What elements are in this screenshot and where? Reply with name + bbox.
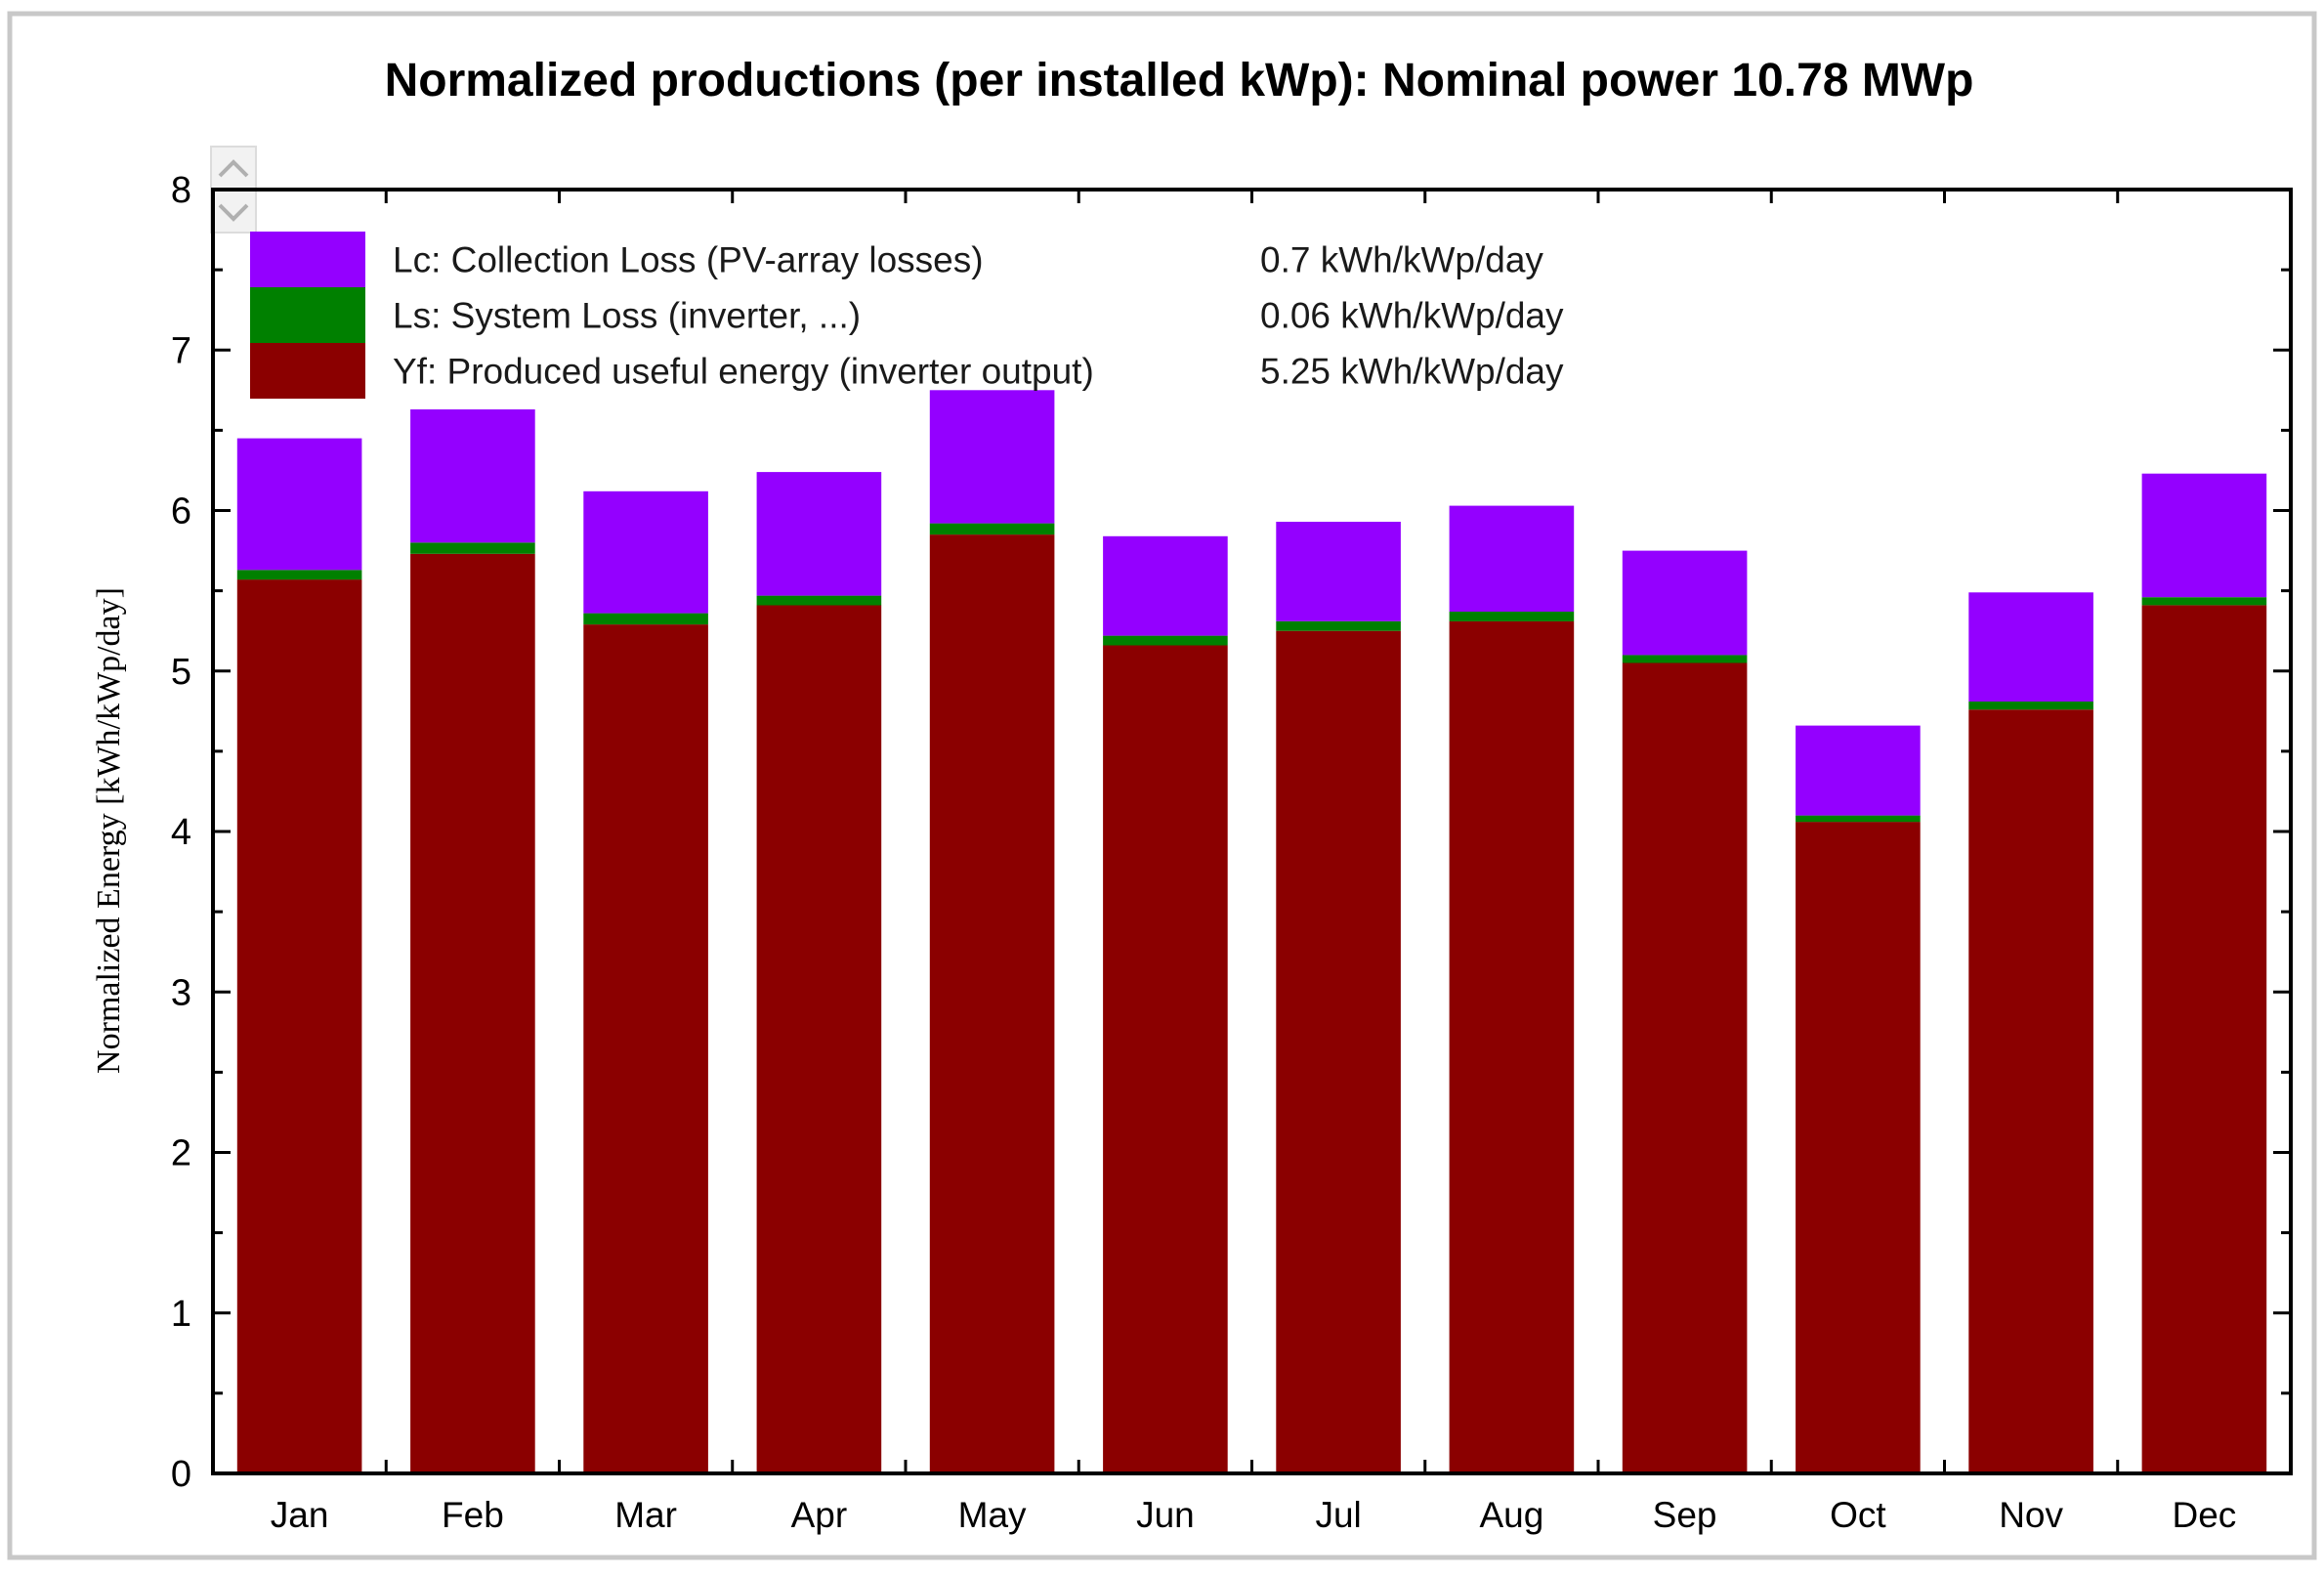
y-tick-label: 0 (171, 1454, 191, 1495)
bar-yf-jan (236, 579, 362, 1473)
bar-yf-may (929, 534, 1055, 1473)
bar-ls-oct (1796, 815, 1921, 823)
legend-value-lc: 0.7 kWh/kWp/day (1260, 240, 1543, 280)
x-tick-label: Nov (1999, 1495, 2063, 1535)
chart-title: Normalized productions (per installed kW… (385, 55, 1974, 107)
bar-ls-sep (1622, 655, 1748, 663)
x-tick-label: Sep (1653, 1495, 1717, 1535)
y-tick-label: 8 (171, 170, 191, 211)
bar-ls-may (929, 523, 1055, 535)
legend-swatch-ls (250, 287, 365, 343)
chevron-down-icon[interactable] (218, 203, 249, 222)
y-tick-label: 3 (171, 972, 191, 1013)
bar-yf-feb (410, 553, 535, 1473)
y-tick-label: 1 (171, 1294, 191, 1335)
bar-lc-jul (1276, 522, 1401, 621)
x-tick-label: Apr (791, 1495, 848, 1535)
bar-ls-apr (756, 595, 882, 606)
bar-yf-nov (1968, 709, 2093, 1473)
legend: Lc: Collection Loss (PV-array losses) 0.7… (250, 232, 1564, 399)
bar-lc-aug (1449, 505, 1575, 612)
x-tick-label: Mar (614, 1495, 677, 1535)
bar-lc-nov (1968, 592, 2093, 702)
bar-ls-jun (1103, 635, 1228, 646)
legend-swatch-yf (250, 343, 365, 399)
y-tick-label: 6 (171, 491, 191, 533)
y-axis-label: Normalized Energy [kWh/kWp/day] (91, 587, 127, 1074)
y-tick-label: 5 (171, 652, 191, 693)
bar-lc-may (929, 390, 1055, 524)
x-tick-label: Aug (1479, 1495, 1543, 1535)
bar-lc-sep (1622, 550, 1748, 656)
bar-yf-apr (756, 605, 882, 1473)
bar-ls-jan (236, 570, 362, 580)
x-tick-label: Jan (271, 1495, 329, 1535)
x-tick-label: May (958, 1495, 1027, 1535)
y-tick-label: 7 (171, 330, 191, 371)
bar-lc-jun (1103, 535, 1228, 636)
bar-ls-feb (410, 542, 535, 554)
bar-ls-nov (1968, 702, 2093, 710)
x-tick-label: Feb (442, 1495, 504, 1535)
y-tick-label: 4 (171, 812, 191, 853)
x-tick-label: Dec (2172, 1495, 2236, 1535)
bar-yf-sep (1622, 662, 1748, 1473)
legend-value-yf: 5.25 kWh/kWp/day (1260, 352, 1564, 392)
bar-yf-jun (1103, 645, 1228, 1473)
bar-yf-oct (1796, 822, 1921, 1473)
chevron-up-icon[interactable] (218, 159, 249, 178)
bar-ls-jul (1276, 620, 1401, 631)
legend-value-ls: 0.06 kWh/kWp/day (1260, 296, 1564, 336)
x-tick-label: Oct (1830, 1495, 1886, 1535)
bar-yf-jul (1276, 630, 1401, 1473)
bars-layer (236, 390, 2267, 1473)
bar-yf-aug (1449, 620, 1575, 1473)
legend-label-yf: Yf: Produced useful energy (inverter out… (393, 352, 1094, 392)
bar-ls-aug (1449, 612, 1575, 621)
bar-lc-apr (756, 472, 882, 596)
bar-lc-mar (583, 490, 708, 614)
bar-lc-oct (1796, 725, 1921, 816)
bar-yf-mar (583, 624, 708, 1473)
legend-swatch-lc (250, 232, 365, 287)
legend-label-lc: Lc: Collection Loss (PV-array losses) (393, 240, 984, 280)
x-tick-label: Jul (1315, 1495, 1361, 1535)
axes-layer: Jan Feb Mar Apr May Jun Jul Aug Sep Oct Nov Dec 0 1 2 3… (171, 170, 2293, 1535)
legend-label-ls: Ls: System Loss (inverter, ...) (393, 296, 861, 336)
y-tick-label: 2 (171, 1133, 191, 1174)
bar-lc-feb (410, 409, 535, 543)
bar-ls-mar (583, 613, 708, 625)
bar-ls-dec (2141, 597, 2267, 606)
bar-yf-dec (2141, 605, 2267, 1473)
bar-lc-dec (2141, 473, 2267, 598)
x-tick-label: Jun (1136, 1495, 1195, 1535)
bar-lc-jan (236, 438, 362, 571)
